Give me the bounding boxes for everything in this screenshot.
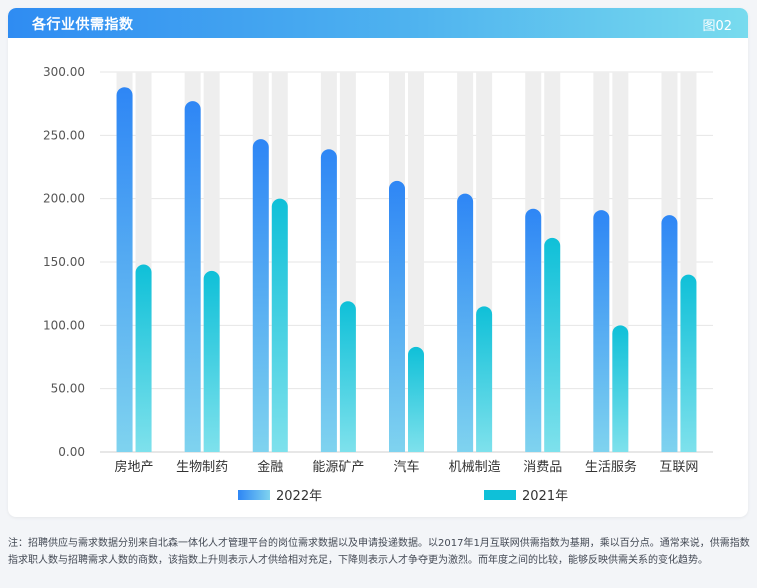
legend-swatch-0 <box>238 490 270 500</box>
y-tick-label: 250.00 <box>43 128 85 142</box>
chart-card: 各行业供需指数 图02 0.00 50.00 100.00 150.00 200.00 2… <box>8 8 748 517</box>
bar-2021年-机械制造 <box>476 306 493 452</box>
y-tick-label: 300.00 <box>43 65 85 79</box>
bar-2022年-消费品 <box>525 208 542 452</box>
bar-2022年-房地产 <box>116 87 133 452</box>
legend-swatch-1 <box>484 490 516 500</box>
x-tick-label: 互联网 <box>659 460 698 475</box>
y-tick-label: 0.00 <box>58 445 85 459</box>
x-tick-label: 生活服务 <box>585 459 637 475</box>
bar-2022年-金融 <box>252 139 269 452</box>
bar-2021年-汽车 <box>408 346 424 452</box>
bar-2022年-汽车 <box>389 180 405 452</box>
bar-2021年-消费品 <box>544 237 561 452</box>
chart-title: 各行业供需指数 <box>32 17 134 33</box>
bar-2022年-互联网 <box>661 215 678 452</box>
bar-2022年-机械制造 <box>457 193 474 452</box>
footnote: 注：招聘供应与需求数据分别来自北森一体化人才管理平台的岗位需求数据以及申请投递数… <box>8 538 750 566</box>
bar-2022年-能源矿产 <box>320 149 337 452</box>
chart-header: 各行业供需指数 图02 <box>8 8 748 38</box>
figure-number: 图02 <box>702 19 732 34</box>
bar-chart: 0.00 50.00 100.00 150.00 200.00 250.00 300.00 房… <box>43 65 713 504</box>
x-tick-label: 消费品 <box>523 460 562 475</box>
x-tick-label: 汽车 <box>393 459 419 475</box>
bar-2021年-金融 <box>271 198 288 452</box>
bar-2021年-生物制药 <box>203 270 220 452</box>
y-tick-label: 50.00 <box>51 382 85 396</box>
y-tick-label: 200.00 <box>43 192 85 206</box>
legend-label-0: 2022年 <box>276 489 322 504</box>
bar-2021年-房地产 <box>135 264 152 452</box>
bar-2021年-能源矿产 <box>339 301 356 452</box>
bar-2022年-生活服务 <box>593 210 610 452</box>
y-tick-label: 150.00 <box>43 255 85 269</box>
bar-2021年-生活服务 <box>612 325 629 452</box>
x-tick-label: 机械制造 <box>449 460 501 475</box>
x-tick-label: 生物制药 <box>176 460 228 475</box>
legend-label-1: 2021年 <box>522 489 568 504</box>
x-tick-label: 金融 <box>257 459 283 475</box>
bar-2021年-互联网 <box>680 274 697 452</box>
x-tick-label: 房地产 <box>115 459 154 475</box>
x-tick-label: 能源矿产 <box>312 460 364 475</box>
y-tick-label: 100.00 <box>43 318 85 332</box>
bar-2022年-生物制药 <box>184 101 201 452</box>
